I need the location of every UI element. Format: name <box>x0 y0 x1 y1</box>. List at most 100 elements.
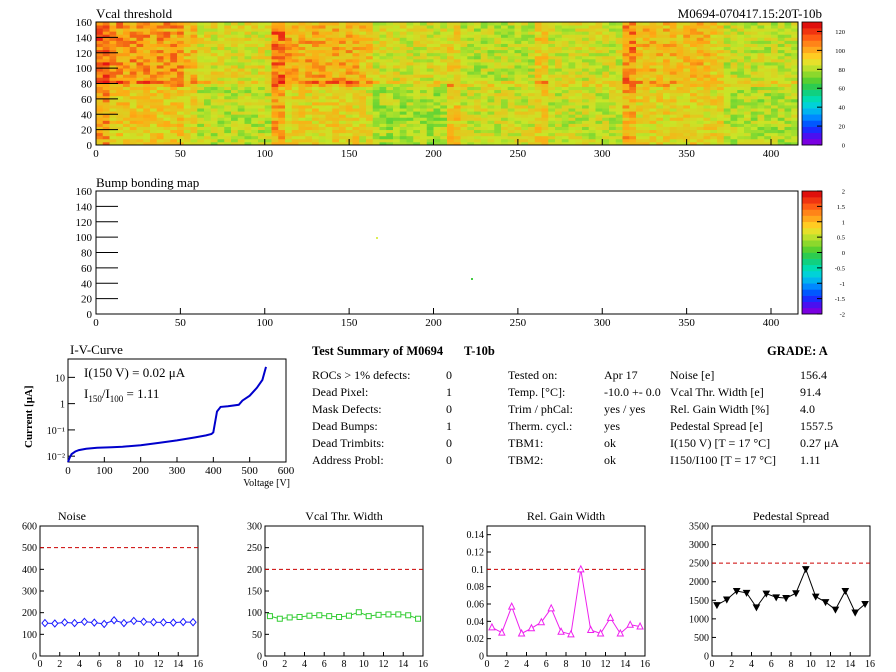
heatmap-cell <box>339 132 347 137</box>
heatmap-cell <box>683 114 691 118</box>
heatmap-cell <box>487 61 495 66</box>
heatmap-cell <box>663 71 671 75</box>
gain-width-point <box>626 620 634 628</box>
heatmap-cell <box>163 129 171 134</box>
heatmap-cell <box>636 117 644 121</box>
heatmap-cell <box>217 37 225 41</box>
heatmap-cell <box>514 43 522 48</box>
heatmap-cell <box>305 34 313 38</box>
heatmap-cell <box>737 80 745 84</box>
heatmap-cell <box>683 117 691 121</box>
heatmap-cell <box>150 120 158 124</box>
heatmap-cell <box>784 111 792 115</box>
heatmap-cell <box>224 135 232 140</box>
heatmap-cell <box>494 22 502 26</box>
heatmap-cell <box>615 86 623 91</box>
heatmap-cell <box>150 111 158 115</box>
heatmap-cell <box>339 34 347 38</box>
heatmap-cell <box>669 86 677 91</box>
noise-x-tick-label: 16 <box>193 659 203 670</box>
heatmap-cell <box>548 114 556 118</box>
heatmap-cell <box>177 92 185 97</box>
heatmap-cell <box>285 117 293 121</box>
heatmap-cell <box>521 34 529 38</box>
heatmap-cell <box>163 141 171 146</box>
heatmap-cell <box>791 61 799 66</box>
heatmap-cell <box>737 138 745 143</box>
heatmap-cell <box>150 37 158 41</box>
heatmap-cell <box>204 86 212 91</box>
heatmap-cell <box>737 52 745 57</box>
vcal-width-y-tick-label: 0 <box>257 652 262 663</box>
heatmap-cell <box>116 92 124 97</box>
heatmap-cell <box>136 83 144 87</box>
heatmap-cell <box>237 98 245 103</box>
heatmap-cell <box>757 55 765 60</box>
heatmap-cell <box>190 52 198 57</box>
heatmap-cell <box>163 98 171 103</box>
heatmap-cell <box>372 46 380 51</box>
heatmap-cell <box>723 86 731 91</box>
heatmap-cell <box>548 49 556 54</box>
heatmap-cell <box>305 126 313 131</box>
heatmap-cell <box>588 34 596 38</box>
heatmap-cell <box>352 83 360 87</box>
heatmap-cell <box>669 61 677 66</box>
heatmap-cell <box>352 135 360 140</box>
heatmap-cell <box>541 77 549 81</box>
gain-width-y-tick-label: 0.08 <box>467 582 485 593</box>
z-tick-label: 20 <box>839 124 846 131</box>
heatmap-cell <box>440 89 448 94</box>
heatmap-cell <box>642 71 650 75</box>
heatmap-cell <box>494 95 502 100</box>
heatmap-cell <box>96 37 104 41</box>
heatmap-cell <box>312 22 320 26</box>
heatmap-cell <box>642 55 650 60</box>
heatmap-cell <box>305 58 313 63</box>
heatmap-cell <box>406 105 414 109</box>
heatmap-cell <box>561 28 569 32</box>
heatmap-cell <box>298 86 306 91</box>
heatmap-cell <box>393 117 401 121</box>
heatmap-cell <box>197 141 205 146</box>
heatmap-cell <box>777 43 785 48</box>
heatmap-cell <box>568 105 576 109</box>
heatmap-cell <box>487 83 495 87</box>
heatmap-cell <box>710 132 718 137</box>
heatmap-cell <box>642 46 650 51</box>
heatmap-cell <box>528 108 536 112</box>
heatmap-cell <box>582 58 590 63</box>
heatmap-cell <box>737 46 745 51</box>
heatmap-cell <box>575 34 583 38</box>
heatmap-cell <box>764 80 772 84</box>
heatmap-cell <box>730 74 738 78</box>
heatmap-cell <box>669 74 677 78</box>
heatmap-cell <box>339 71 347 75</box>
heatmap-cell <box>744 120 752 124</box>
heatmap-cell <box>426 138 434 143</box>
heatmap-cell <box>663 49 671 54</box>
heatmap-cell <box>480 58 488 63</box>
heatmap-cell <box>204 95 212 100</box>
heatmap-cell <box>622 92 630 97</box>
heatmap-cell <box>750 52 758 57</box>
heatmap-cell <box>312 117 320 121</box>
heatmap-cell <box>703 80 711 84</box>
heatmap-cell <box>426 34 434 38</box>
heatmap-cell <box>345 25 353 29</box>
heatmap-cell <box>386 80 394 84</box>
heatmap-cell <box>352 108 360 112</box>
color-scale-band <box>802 108 822 115</box>
heatmap-cell <box>102 71 110 75</box>
heatmap-cell <box>656 61 664 66</box>
heatmap-cell <box>602 138 610 143</box>
heatmap-cell <box>683 49 691 54</box>
heatmap-cell <box>190 123 198 127</box>
heatmap-cell <box>494 77 502 81</box>
heatmap-cell <box>312 83 320 87</box>
heatmap-cell <box>345 95 353 100</box>
heatmap-cell <box>507 135 515 140</box>
heatmap-cell <box>656 68 664 72</box>
summary-mid-label: Temp. [°C]: <box>508 385 566 399</box>
heatmap-cell <box>642 80 650 84</box>
